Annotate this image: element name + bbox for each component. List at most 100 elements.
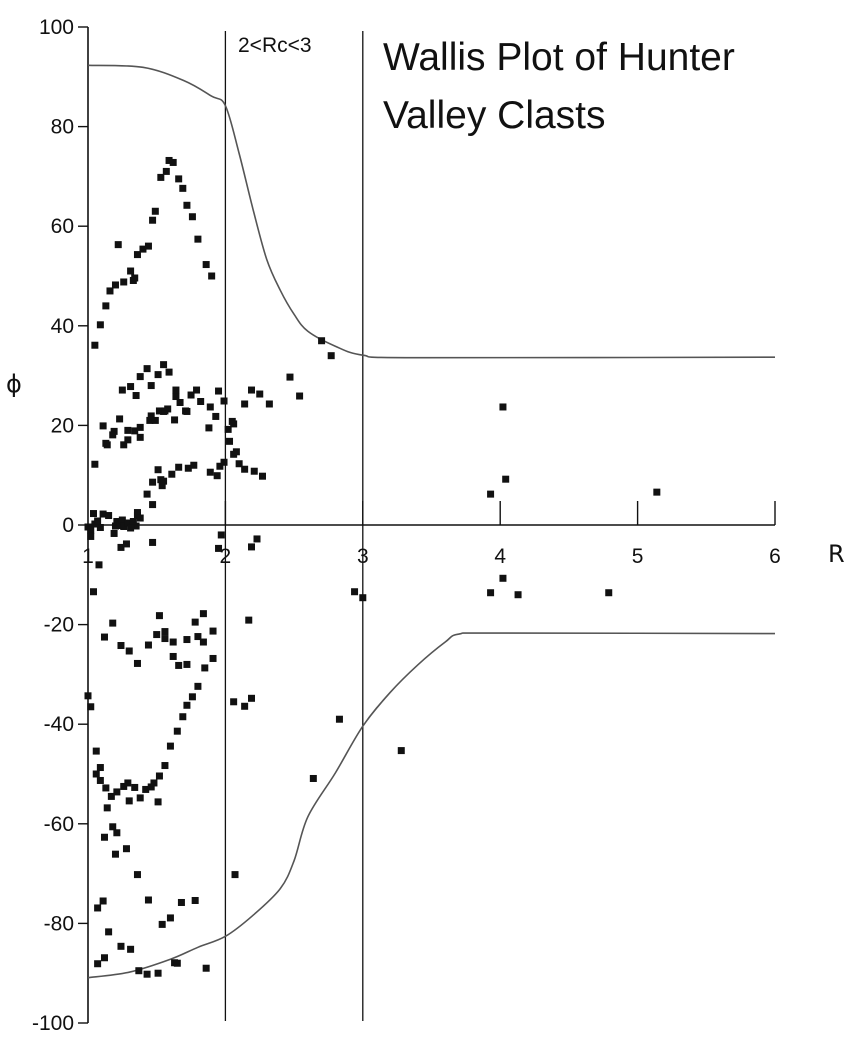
chart-title-line-1: Wallis Plot of Hunter [383,36,735,79]
data-point [155,612,163,620]
data-point [124,779,132,787]
reference-lines [224,31,364,1021]
data-point [92,770,100,778]
data-point [194,235,202,243]
data-point [150,779,158,787]
data-point [87,526,95,534]
y-tick-label: -100 [32,1012,74,1035]
data-point [161,407,169,415]
data-point [113,518,121,526]
data-point [286,373,294,381]
data-point [133,659,141,667]
data-point [114,241,122,249]
data-point [220,397,228,405]
data-point [206,468,214,476]
data-point [113,829,121,837]
data-point [105,512,113,520]
data-point [213,472,221,480]
data-point [147,382,155,390]
data-point [208,272,216,280]
data-point [265,400,273,408]
data-point [133,251,141,259]
data-point [168,470,176,478]
data-point [226,437,234,445]
data-point [131,427,139,435]
data-point [241,465,249,473]
data-point [188,693,196,701]
y-tick-label: -80 [44,912,74,935]
y-axis-label: ϕ [6,370,22,398]
data-point [193,386,201,394]
data-point [127,383,135,391]
data-point [154,371,162,379]
data-point [161,628,169,636]
data-point [179,184,187,192]
x-tick-label: 2 [220,545,232,568]
data-point [250,467,258,475]
data-point [84,692,92,700]
data-point [256,390,264,398]
data-point [212,412,220,420]
data-point [124,519,132,527]
data-point [175,463,183,471]
data-point [142,785,150,793]
data-point [499,403,507,411]
data-point [125,797,133,805]
data-point [202,964,210,972]
y-tick-label: 0 [62,514,74,537]
data-point [95,561,103,569]
data-point [147,412,155,420]
data-point [131,783,139,791]
data-point [318,337,326,345]
data-point [191,896,199,904]
y-tick-label: 20 [51,414,74,437]
y-tick-label: -40 [44,713,74,736]
data-point [143,490,151,498]
data-point [133,509,141,517]
data-point [127,267,135,275]
data-point [111,281,119,289]
data-point [135,967,143,975]
data-point [154,798,162,806]
data-point [105,928,113,936]
data-point [91,460,99,468]
data-point [359,594,367,602]
y-tick-label: 60 [51,215,74,238]
data-point [176,398,184,406]
data-point [102,784,110,792]
data-point [248,386,256,394]
data-point [309,774,317,782]
data-point [327,352,335,360]
data-point [605,589,613,597]
data-point [96,321,104,329]
data-point [94,904,102,912]
data-point [296,392,304,400]
data-point [335,715,343,723]
data-point [232,448,240,456]
data-point [160,361,168,369]
data-point [502,475,510,483]
data-point [103,804,111,812]
data-point [120,782,128,790]
data-point [230,420,238,428]
data-point [220,458,228,466]
data-point [110,529,118,537]
data-point [194,633,202,641]
data-point [188,213,196,221]
data-point [87,703,95,711]
data-point [215,387,223,395]
data-point [169,652,177,660]
data-point [155,772,163,780]
data-point [111,522,119,530]
data-point [136,423,144,431]
data-point [117,543,125,551]
data-point [175,175,183,183]
x-tick-label: 6 [769,545,781,568]
region-label: 2<Rc<3 [238,34,312,57]
data-point [144,641,152,649]
data-point [124,426,132,434]
data-point [120,278,128,286]
data-point [487,490,495,498]
data-point [172,386,180,394]
